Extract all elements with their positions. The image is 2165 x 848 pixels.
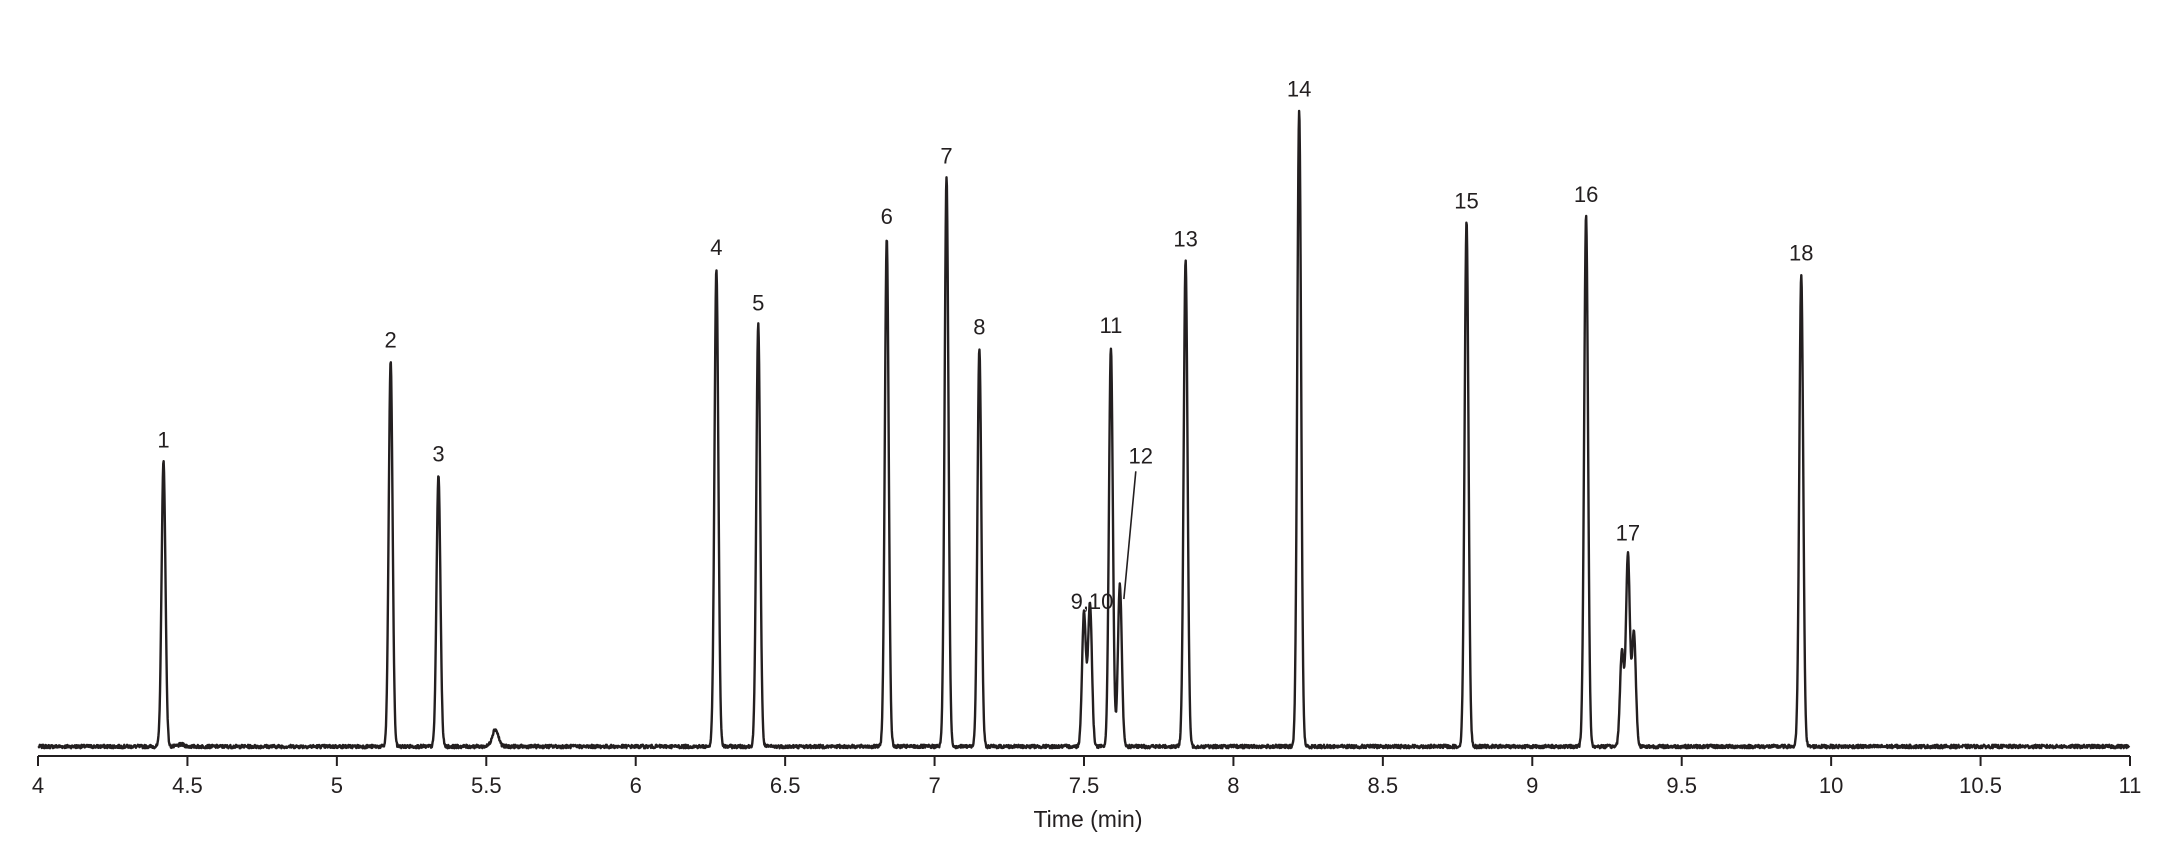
signal-trace: [37, 109, 2131, 750]
annotation-label: 9,10: [1071, 589, 1114, 614]
peak-label: 18: [1789, 240, 1813, 265]
x-tick-label: 10: [1819, 773, 1843, 798]
peak-label: 1: [157, 428, 169, 453]
x-tick-label: 7: [928, 773, 940, 798]
x-tick-label: 5: [331, 773, 343, 798]
peak-label: 11: [1099, 313, 1122, 338]
peak-label: 3: [432, 442, 444, 467]
x-tick-label: 4.5: [172, 773, 203, 798]
peak-12-leader-line: [1123, 471, 1137, 600]
peak-label: 17: [1616, 521, 1640, 546]
x-tick-label: 6: [630, 773, 642, 798]
x-axis-title: Time (min): [1033, 806, 1142, 832]
x-tick-label: 8: [1227, 773, 1239, 798]
x-tick-label: 6.5: [770, 773, 801, 798]
x-tick-label: 5.5: [471, 773, 502, 798]
peak-label: 2: [385, 328, 397, 353]
peak-label: 8: [973, 314, 985, 339]
x-tick-label: 11: [2119, 773, 2142, 798]
x-tick-label: 10.5: [1959, 773, 2002, 798]
peak-label: 4: [710, 235, 722, 260]
annotation-label: 12: [1129, 443, 1153, 468]
x-tick-label: 9.5: [1666, 773, 1697, 798]
x-tick-label: 7.5: [1069, 773, 1100, 798]
peak-label: 5: [752, 290, 764, 315]
peak-apex: [886, 237, 888, 239]
x-tick-label: 8.5: [1368, 773, 1399, 798]
peak-label: 7: [940, 143, 952, 168]
x-tick-label: 9: [1526, 773, 1538, 798]
peak-label: 13: [1173, 226, 1197, 251]
peak-label: 16: [1574, 182, 1598, 207]
peak-label: 6: [881, 204, 893, 229]
peak-label: 15: [1454, 188, 1478, 213]
x-tick-label: 4: [32, 773, 44, 798]
peak-label: 14: [1287, 76, 1311, 101]
